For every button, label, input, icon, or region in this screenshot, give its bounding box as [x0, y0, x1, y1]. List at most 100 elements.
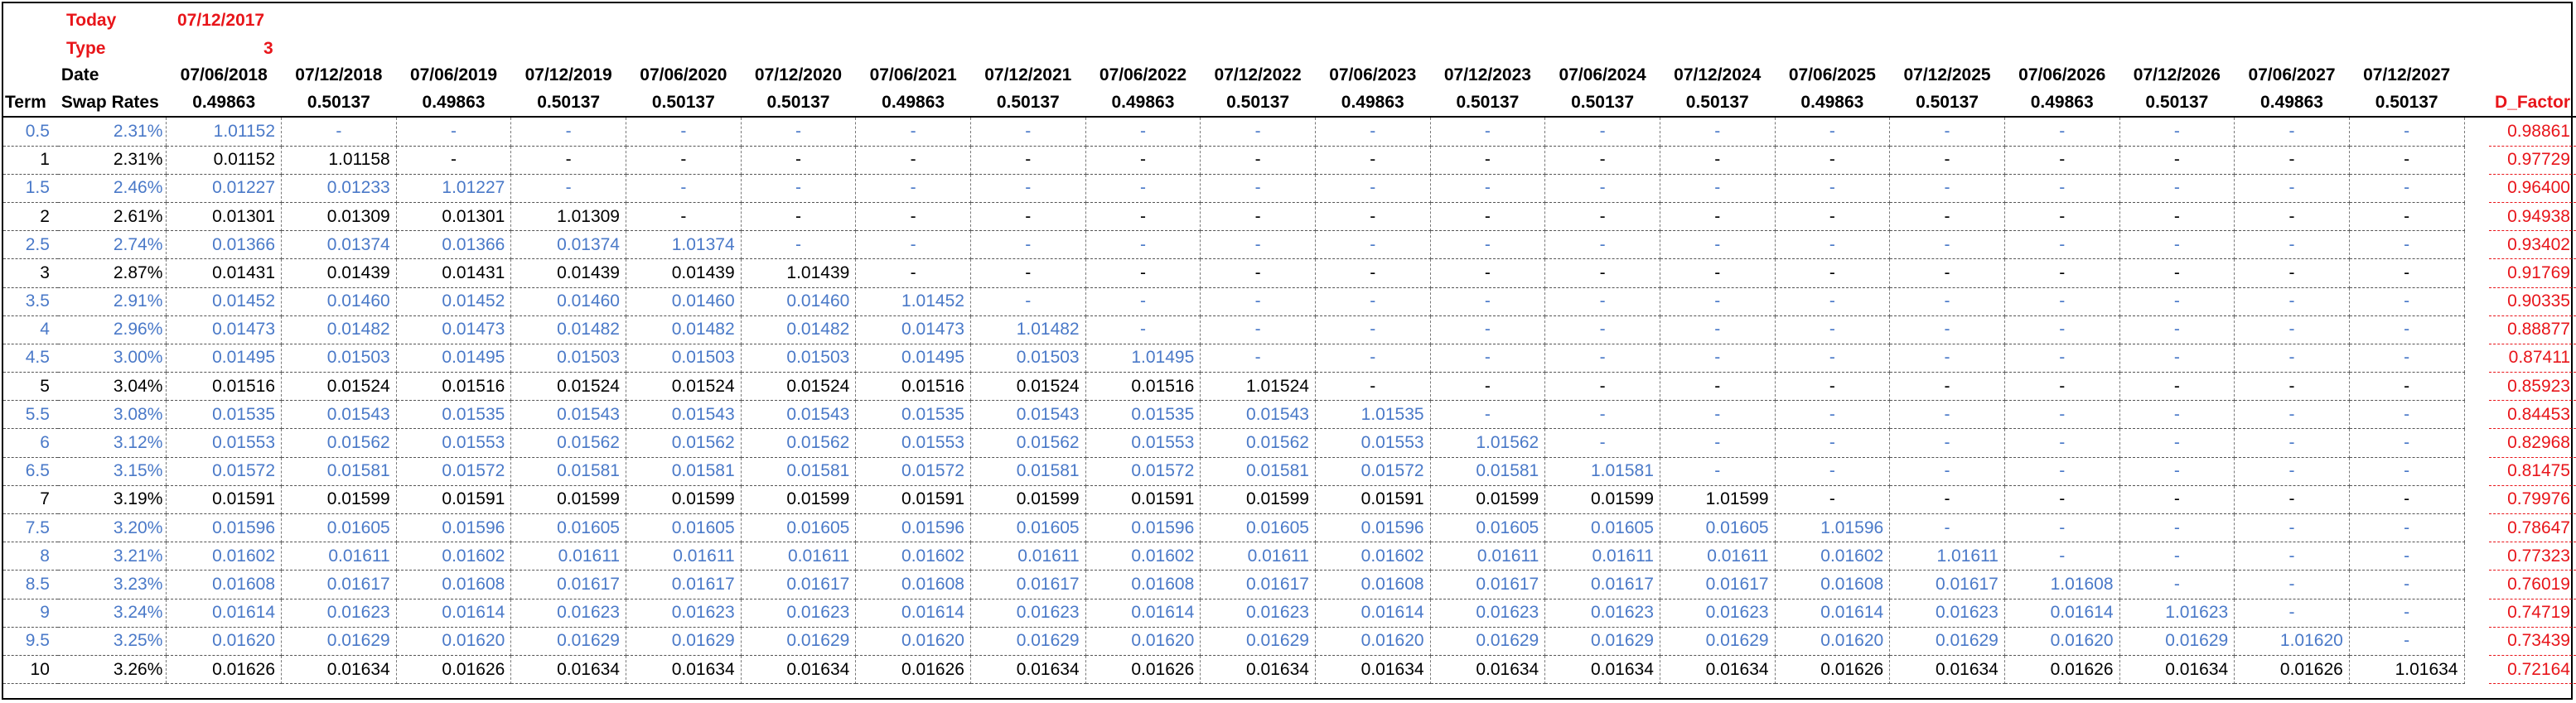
cashflow-cell[interactable]: 0.01431: [166, 258, 283, 288]
cashflow-cell[interactable]: -: [1774, 145, 1891, 175]
cashflow-cell[interactable]: 0.01620: [1085, 626, 1201, 656]
cashflow-cell[interactable]: 0.01623: [1544, 598, 1660, 628]
cashflow-cell[interactable]: -: [1085, 201, 1201, 232]
cashflow-cell[interactable]: -: [2234, 456, 2350, 486]
cashflow-cell[interactable]: -: [1889, 456, 2005, 486]
cashflow-cell[interactable]: 0.01611: [510, 542, 626, 571]
cashflow-cell[interactable]: 0.01620: [1774, 626, 1891, 656]
cashflow-cell[interactable]: -: [1314, 201, 1431, 232]
discount-factor-cell[interactable]: 0.98861: [2488, 116, 2576, 147]
cashflow-cell[interactable]: -: [626, 145, 742, 175]
cashflow-cell[interactable]: 0.01374: [281, 230, 397, 260]
cashflow-cell[interactable]: 0.01572: [855, 456, 971, 486]
cashflow-cell[interactable]: 0.01543: [281, 400, 397, 430]
term-cell[interactable]: 6: [3, 428, 58, 458]
term-cell[interactable]: 2: [3, 201, 58, 232]
cashflow-cell[interactable]: 0.01562: [510, 428, 626, 458]
cashflow-cell[interactable]: -: [1659, 258, 1776, 288]
cashflow-cell[interactable]: -: [1774, 116, 1891, 147]
cashflow-cell[interactable]: -: [855, 230, 971, 260]
cashflow-cell[interactable]: 0.01608: [1085, 570, 1201, 599]
cashflow-cell[interactable]: -: [2348, 598, 2465, 628]
cashflow-cell[interactable]: -: [1544, 372, 1660, 402]
cashflow-cell[interactable]: 0.01599: [1544, 484, 1660, 515]
cashflow-cell[interactable]: 0.01495: [855, 343, 971, 373]
cashflow-cell[interactable]: -: [1889, 428, 2005, 458]
cashflow-cell[interactable]: -: [1314, 173, 1431, 203]
cashflow-cell[interactable]: 0.01626: [855, 654, 971, 685]
cashflow-cell[interactable]: 1.01596: [1774, 513, 1891, 543]
cashflow-cell[interactable]: 0.01524: [281, 372, 397, 402]
cashflow-cell[interactable]: 0.01629: [1544, 626, 1660, 656]
cashflow-cell[interactable]: 0.01581: [1429, 456, 1546, 486]
cashflow-cell[interactable]: -: [969, 286, 1086, 316]
cashflow-cell[interactable]: 0.01605: [969, 513, 1086, 543]
cashflow-cell[interactable]: -: [2348, 315, 2465, 344]
swap-rate-cell[interactable]: 3.25%: [57, 626, 167, 656]
cashflow-cell[interactable]: 0.01516: [855, 372, 971, 402]
cashflow-cell[interactable]: 0.01309: [281, 201, 397, 232]
cashflow-cell[interactable]: 0.01596: [1314, 513, 1431, 543]
cashflow-cell[interactable]: -: [1544, 116, 1660, 147]
cashflow-cell[interactable]: 0.01596: [395, 513, 512, 543]
cashflow-cell[interactable]: -: [2348, 456, 2465, 486]
cashflow-cell[interactable]: 0.01629: [281, 626, 397, 656]
cashflow-cell[interactable]: 0.01599: [1429, 484, 1546, 515]
swap-rate-cell[interactable]: 3.23%: [57, 570, 167, 599]
term-cell[interactable]: 9: [3, 598, 58, 628]
cashflow-cell[interactable]: -: [2234, 258, 2350, 288]
term-cell[interactable]: 4: [3, 315, 58, 344]
swap-rate-cell[interactable]: 2.91%: [57, 286, 167, 316]
cashflow-cell[interactable]: -: [1314, 286, 1431, 316]
cashflow-cell[interactable]: 0.01596: [855, 513, 971, 543]
cashflow-cell[interactable]: -: [1889, 400, 2005, 430]
discount-factor-cell[interactable]: 0.91769: [2488, 258, 2576, 288]
cashflow-cell[interactable]: -: [2119, 258, 2235, 288]
cashflow-cell[interactable]: 0.01553: [1314, 428, 1431, 458]
cashflow-cell[interactable]: 1.01374: [626, 230, 742, 260]
cashflow-cell[interactable]: 0.01629: [626, 626, 742, 656]
term-cell[interactable]: 10: [3, 654, 58, 685]
swap-rate-cell[interactable]: 3.21%: [57, 542, 167, 571]
cashflow-cell[interactable]: 0.01634: [1659, 654, 1776, 685]
cashflow-cell[interactable]: 0.01524: [626, 372, 742, 402]
cashflow-cell[interactable]: 1.01227: [395, 173, 512, 203]
cashflow-cell[interactable]: 0.01602: [1774, 542, 1891, 571]
cashflow-cell[interactable]: 0.01562: [626, 428, 742, 458]
cashflow-cell[interactable]: 0.01562: [281, 428, 397, 458]
type-value[interactable]: 3: [263, 39, 273, 58]
cashflow-cell[interactable]: 0.01495: [395, 343, 512, 373]
cashflow-cell[interactable]: -: [2003, 542, 2120, 571]
cashflow-cell[interactable]: -: [740, 230, 857, 260]
cashflow-cell[interactable]: 0.01629: [510, 626, 626, 656]
discount-factor-cell[interactable]: 0.82968: [2488, 428, 2576, 458]
cashflow-cell[interactable]: 0.01623: [969, 598, 1086, 628]
cashflow-cell[interactable]: 0.01623: [510, 598, 626, 628]
cashflow-cell[interactable]: -: [2119, 513, 2235, 543]
cashflow-cell[interactable]: -: [1200, 286, 1316, 316]
cashflow-cell[interactable]: 0.01634: [740, 654, 857, 685]
discount-factor-cell[interactable]: 0.79976: [2488, 484, 2576, 515]
cashflow-cell[interactable]: -: [1429, 315, 1546, 344]
cashflow-cell[interactable]: -: [626, 116, 742, 147]
cashflow-cell[interactable]: -: [740, 116, 857, 147]
cashflow-cell[interactable]: -: [2119, 145, 2235, 175]
cashflow-cell[interactable]: 0.01605: [510, 513, 626, 543]
cashflow-cell[interactable]: 0.01617: [969, 570, 1086, 599]
cashflow-cell[interactable]: 0.01617: [1429, 570, 1546, 599]
cashflow-cell[interactable]: 0.01503: [969, 343, 1086, 373]
cashflow-cell[interactable]: -: [2234, 484, 2350, 515]
cashflow-cell[interactable]: -: [1200, 343, 1316, 373]
cashflow-cell[interactable]: 0.01535: [395, 400, 512, 430]
cashflow-cell[interactable]: -: [2003, 230, 2120, 260]
cashflow-cell[interactable]: 0.01516: [1085, 372, 1201, 402]
cashflow-cell[interactable]: 0.01460: [626, 286, 742, 316]
cashflow-cell[interactable]: -: [1544, 173, 1660, 203]
cashflow-cell[interactable]: 0.01482: [510, 315, 626, 344]
cashflow-cell[interactable]: 0.01629: [1659, 626, 1776, 656]
cashflow-cell[interactable]: 0.01439: [281, 258, 397, 288]
cashflow-cell[interactable]: -: [1659, 201, 1776, 232]
cashflow-cell[interactable]: 0.01617: [281, 570, 397, 599]
term-cell[interactable]: 1: [3, 145, 58, 175]
cashflow-cell[interactable]: -: [2348, 201, 2465, 232]
